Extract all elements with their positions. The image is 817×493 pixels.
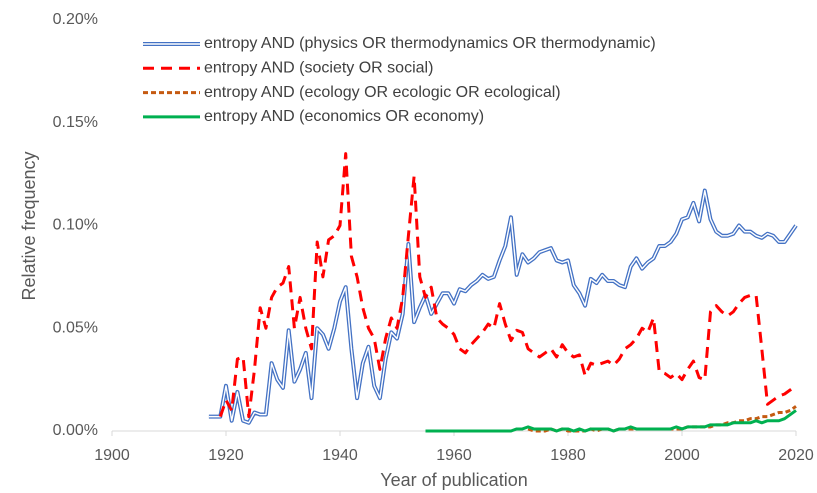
x-axis-label: Year of publication xyxy=(380,470,527,490)
x-tick-label: 1960 xyxy=(436,447,472,464)
legend-label: entropy AND (economics OR economy) xyxy=(204,108,484,125)
y-tick-label: 0.15% xyxy=(53,114,98,131)
legend-label: entropy AND (physics OR thermodynamics O… xyxy=(204,35,656,52)
series-line xyxy=(527,405,797,433)
y-axis-label: Relative frequency xyxy=(19,151,39,300)
series-line xyxy=(208,188,798,425)
y-tick-label: 0.00% xyxy=(53,422,98,439)
legend-label: entropy AND (ecology OR ecologic OR ecol… xyxy=(204,84,561,101)
x-tick-label: 1920 xyxy=(208,447,244,464)
x-tick-label: 1940 xyxy=(322,447,358,464)
series-line-inner xyxy=(208,189,797,424)
x-tick-label: 2020 xyxy=(778,447,814,464)
legend-label: entropy AND (society OR social) xyxy=(204,60,433,77)
x-tick-label: 1980 xyxy=(550,447,586,464)
x-tick-label: 2000 xyxy=(664,447,700,464)
y-tick-label: 0.20% xyxy=(53,11,98,28)
series-line xyxy=(425,409,797,433)
y-tick-label: 0.05% xyxy=(53,319,98,336)
x-tick-label: 1900 xyxy=(94,447,130,464)
series-line xyxy=(218,152,797,419)
y-tick-label: 0.10% xyxy=(53,217,98,234)
